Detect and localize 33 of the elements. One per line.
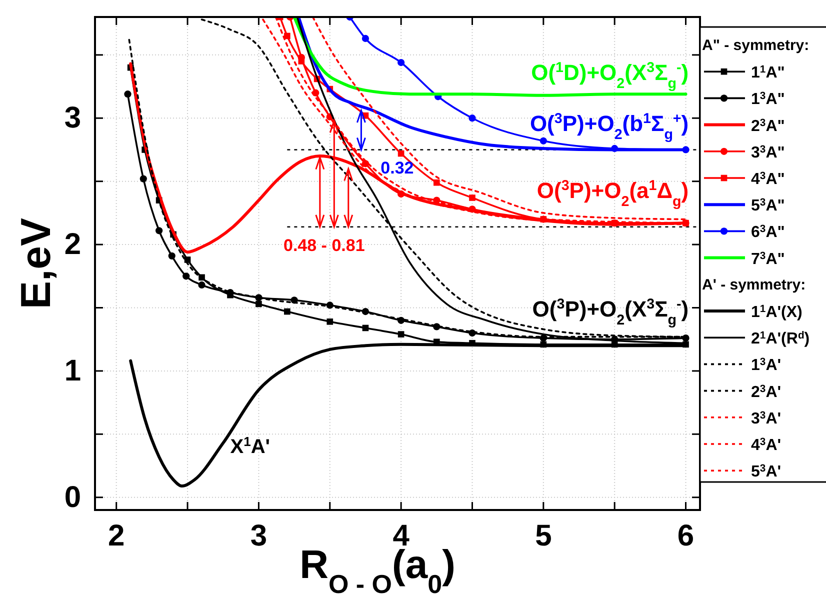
legend-label: 6$^{3}$A" bbox=[751, 224, 785, 242]
text: O($^{1}$D)+O$_{2}$(X$^{3}$Σ$_{g}$$^{-}$) bbox=[531, 60, 689, 92]
y-tick-label: 0 bbox=[64, 480, 81, 514]
x-tick-label: 2 bbox=[108, 519, 125, 552]
text: O($^{3}$P)+O$_{2}$(a$^{1}$Δ$_{g}$) bbox=[536, 178, 689, 210]
legend-label: 4$^{3}$A" bbox=[751, 170, 785, 188]
legend-label: 5$^{3}$A" bbox=[751, 197, 785, 215]
text: O($^{3}$P)+O$_{2}$(X$^{3}$Σ$_{g}$$^{-}$) bbox=[532, 296, 689, 329]
legend-label: 3$^{3}$A' bbox=[751, 410, 782, 428]
legend-title: A" - symmetry: bbox=[702, 37, 810, 54]
y-axis-title: E,eV bbox=[12, 218, 59, 310]
text: A' - symmetry: bbox=[702, 276, 806, 294]
legend-label: 3$^{3}$A" bbox=[751, 144, 785, 162]
legend-label: 5$^{3}$A' bbox=[751, 463, 782, 481]
x-tick-label: 5 bbox=[535, 519, 552, 552]
x-tick-label: 3 bbox=[250, 519, 268, 552]
legend-label: 2$^{3}$A' bbox=[751, 383, 782, 401]
y-tick-label: 2 bbox=[64, 228, 81, 262]
legend-label: 1$^{1}$A'(X) bbox=[751, 304, 802, 321]
text: O($^{3}$P)+O$_{2}$(b$^{1}$Σ$_{g}$$^{+}$) bbox=[530, 110, 689, 143]
annotation: 0.32 bbox=[380, 158, 414, 178]
annotation: X$^{1}$A' bbox=[230, 434, 270, 458]
legend-label: 1$^{1}$A" bbox=[751, 64, 785, 82]
legend-label: 1$^{3}$A" bbox=[751, 90, 785, 108]
legend-label: 1$^{3}$A' bbox=[751, 356, 782, 374]
y-tick-label: 3 bbox=[64, 102, 81, 135]
y-tick-label: 1 bbox=[64, 354, 81, 388]
legend-label: 2$^{1}$A'(R$^{d}$) bbox=[751, 330, 810, 348]
legend-label: 7$^{3}$A" bbox=[751, 250, 785, 268]
legend-label: 4$^{3}$A' bbox=[751, 436, 782, 454]
x-tick-label: 6 bbox=[677, 519, 694, 552]
annotation: 0.48 - 0.81 bbox=[284, 236, 365, 255]
legend-label: 2$^{3}$A" bbox=[751, 117, 785, 135]
